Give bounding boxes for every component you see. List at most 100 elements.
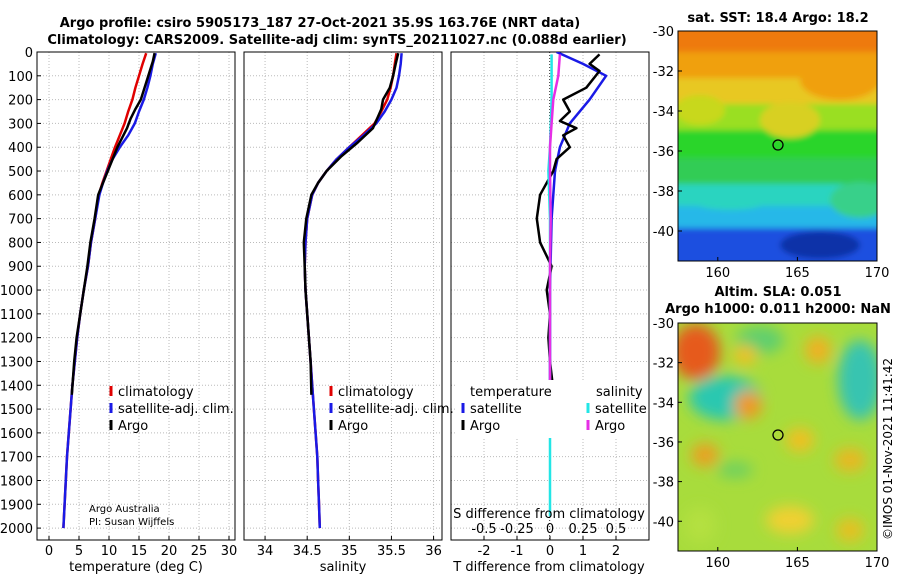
- map-y-tick-label: -36: [653, 436, 674, 451]
- series-line-temperature-satellite: [548, 52, 608, 386]
- x-tick-label: 35.5: [377, 544, 406, 559]
- figure-title-line1: Argo profile: csiro 5905173_187 27-Oct-2…: [60, 16, 581, 31]
- legend-satellite-label: satellite-adj. clim.: [118, 402, 234, 417]
- x-tick-label: 25: [191, 544, 208, 559]
- legend-box: [455, 380, 647, 438]
- s-tick-label: 0.5: [606, 522, 627, 537]
- sst-field: [678, 31, 877, 261]
- s-tick-label: 0.25: [569, 522, 598, 537]
- sla-map-title: Altim. SLA: 0.051: [715, 285, 842, 300]
- legend-t-satellite-label: satellite: [470, 402, 522, 417]
- y-tick-label: 500: [8, 165, 33, 180]
- salinity-legend: climatology satellite-adj. clim. Argo: [329, 385, 454, 434]
- y-tick-label: 1000: [0, 284, 33, 299]
- sla-map: Altim. SLA: 0.051 Argo h1000: 0.011 h200…: [653, 285, 891, 571]
- x-tick-label: 15: [131, 544, 148, 559]
- x-tick-label: -1: [511, 544, 524, 559]
- legend-s-argo-label: Argo: [595, 419, 625, 434]
- s-tick-label: -0.5: [471, 522, 496, 537]
- s-tick-label: 0: [546, 522, 554, 537]
- salinity-lines: [302, 52, 403, 529]
- x-tick-label: 34.5: [293, 544, 322, 559]
- temperature-yticks: 0 100 200 300 400 500 600 700 800 900 1000 1100 1200…: [0, 46, 41, 537]
- y-tick-label: 200: [8, 94, 33, 109]
- difference-xlabel: T difference from climatology: [452, 560, 645, 575]
- y-tick-label: 700: [8, 213, 33, 228]
- series-line-salinity-argo: [548, 54, 562, 395]
- temperature-xlabel: temperature (deg C): [69, 560, 203, 575]
- x-tick-label: 20: [161, 544, 178, 559]
- y-tick-label: 1800: [0, 474, 33, 489]
- figure-title-line2: Climatology: CARS2009. Satellite-adj cli…: [47, 33, 626, 48]
- difference-panel: -2 -1 0 1 2 -0.5 -0.25 0 0.25 0.5 T difference f…: [450, 51, 650, 575]
- legend-salinity-title: salinity: [596, 385, 643, 400]
- x-tick-label: 30: [221, 544, 238, 559]
- imos-stamp: ©IMOS 01-Nov-2021 11:41:42: [881, 358, 895, 540]
- temperature-lines: [62, 52, 158, 529]
- map-x-tick-label: 170: [865, 556, 890, 571]
- x-tick-label: 2: [612, 544, 620, 559]
- sla-argo-marker: [772, 429, 784, 441]
- map-y-tick-label: -40: [653, 225, 674, 240]
- salinity-frame: [243, 51, 443, 541]
- y-tick-label: 1300: [0, 355, 33, 370]
- sla-frame: [677, 322, 878, 552]
- temperature-legend: climatology satellite-adj. clim. Argo: [109, 385, 234, 434]
- map-y-tick-label: -30: [653, 317, 674, 332]
- map-x-tick-label: 170: [865, 266, 890, 281]
- credit-line2: PI: Susan Wijffels: [89, 517, 174, 528]
- temperature-grid: [37, 51, 235, 540]
- sst-ticks: 160 165 170 -30 -32 -34 -36 -38 -40: [653, 25, 890, 281]
- s-tick-label: -0.25: [500, 522, 534, 537]
- legend-t-argo-label: Argo: [470, 419, 500, 434]
- sst-argo-marker: [772, 139, 784, 151]
- map-y-tick-label: -32: [653, 357, 674, 372]
- series-line-argo: [302, 52, 400, 395]
- y-tick-label: 900: [8, 260, 33, 275]
- legend-climatology-label: climatology: [118, 385, 194, 400]
- y-tick-label: 1400: [0, 379, 33, 394]
- map-y-tick-label: -38: [653, 185, 674, 200]
- y-tick-label: 0: [25, 46, 33, 61]
- x-tick-label: 1: [579, 544, 587, 559]
- x-tick-label: 0: [45, 544, 53, 559]
- credit-line1: Argo Australia: [89, 504, 160, 515]
- sla-map-subtitle: Argo h1000: 0.011 h2000: NaN: [665, 302, 891, 317]
- y-tick-label: 2000: [0, 522, 33, 537]
- map-y-tick-label: -40: [653, 515, 674, 530]
- map-x-tick-label: 160: [705, 556, 730, 571]
- sla-field: [678, 323, 877, 551]
- y-tick-label: 600: [8, 189, 33, 204]
- map-x-tick-label: 165: [785, 556, 810, 571]
- y-tick-label: 800: [8, 236, 33, 251]
- y-tick-label: 1200: [0, 332, 33, 347]
- y-tick-label: 1600: [0, 427, 33, 442]
- y-tick-label: 100: [8, 70, 33, 85]
- x-tick-label: 34: [257, 544, 274, 559]
- sst-frame: [677, 30, 878, 262]
- difference-xticks: -2 -1 0 1 2: [478, 536, 620, 559]
- y-tick-label: 300: [8, 117, 33, 132]
- map-y-tick-label: -36: [653, 145, 674, 160]
- map-y-tick-label: -34: [653, 396, 674, 411]
- salinity-panel: 34 34.5 35 35.5 36 salinity climatology sate…: [243, 51, 454, 575]
- y-tick-label: 400: [8, 141, 33, 156]
- salinity-xlabel: salinity: [320, 560, 367, 575]
- legend-argo-label: Argo: [118, 419, 148, 434]
- y-tick-label: 1100: [0, 308, 33, 323]
- x-tick-label: 10: [101, 544, 118, 559]
- difference-s-ticks: -0.5 -0.25 0 0.25 0.5: [471, 522, 626, 537]
- difference-lines: [535, 52, 608, 517]
- sla-ticks: 160 165 170 -30 -32 -34 -36 -38 -40: [653, 317, 890, 571]
- difference-x2label: S difference from climatology: [453, 507, 645, 522]
- salinity-xticks: 34 34.5 35 35.5 36: [257, 536, 442, 559]
- sst-map: sat. SST: 18.4 Argo: 18.2: [653, 11, 890, 281]
- legend-satellite-label: satellite-adj. clim.: [338, 402, 454, 417]
- legend-argo-label: Argo: [338, 419, 368, 434]
- legend-climatology-label: climatology: [338, 385, 414, 400]
- x-tick-label: 35: [341, 544, 358, 559]
- map-y-tick-label: -34: [653, 105, 674, 120]
- x-tick-label: 5: [75, 544, 83, 559]
- x-tick-label: 36: [425, 544, 442, 559]
